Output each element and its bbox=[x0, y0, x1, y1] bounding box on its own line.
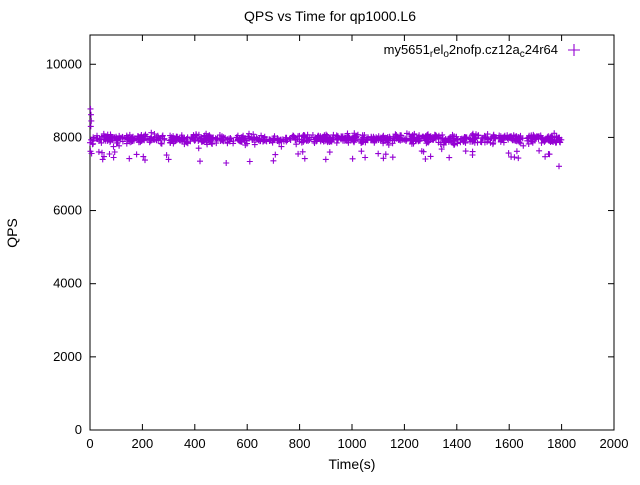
axis-ticks: 0 200 400 600 800 1000 1200 1400 1600 1800 2000 0 20… bbox=[46, 35, 629, 451]
x-tick-label: 800 bbox=[289, 436, 311, 451]
legend-marker-plus-icon bbox=[568, 44, 580, 56]
x-tick-label: 600 bbox=[236, 436, 258, 451]
x-tick-label: 1600 bbox=[495, 436, 524, 451]
y-tick-label: 4000 bbox=[53, 276, 82, 291]
y-tick-label: 6000 bbox=[53, 203, 82, 218]
x-tick-label: 0 bbox=[86, 436, 93, 451]
y-tick-label: 2000 bbox=[53, 349, 82, 364]
legend: my5651relo2nofp.cz12ac24r64 bbox=[384, 42, 580, 60]
x-tick-label: 1400 bbox=[442, 436, 471, 451]
series-points-0 bbox=[87, 105, 565, 170]
x-tick-label: 1200 bbox=[390, 436, 419, 451]
x-tick-label: 2000 bbox=[600, 436, 629, 451]
y-tick-label: 0 bbox=[75, 422, 82, 437]
data-points bbox=[87, 105, 565, 170]
x-tick-label: 1000 bbox=[338, 436, 367, 451]
y-axis-label: QPS bbox=[4, 218, 20, 248]
plot-border bbox=[89, 34, 615, 431]
x-axis-label: Time(s) bbox=[329, 456, 376, 472]
legend-label: my5651relo2nofp.cz12ac24r64 bbox=[384, 42, 558, 60]
y-tick-label: 8000 bbox=[53, 129, 82, 144]
x-tick-label: 200 bbox=[132, 436, 154, 451]
x-tick-label: 1800 bbox=[547, 436, 576, 451]
y-tick-label: 10000 bbox=[46, 56, 82, 71]
x-tick-label: 400 bbox=[184, 436, 206, 451]
chart-title: QPS vs Time for qp1000.L6 bbox=[244, 8, 416, 24]
